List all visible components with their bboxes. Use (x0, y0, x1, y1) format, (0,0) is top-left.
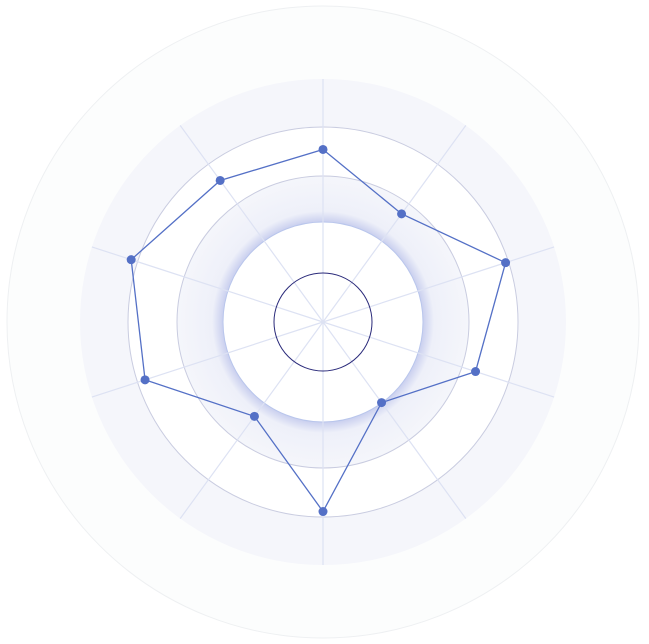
spoke-6 (179, 321, 324, 519)
inner-ring (273, 272, 373, 372)
radar-spokes (91, 79, 555, 565)
data-point-2 (501, 258, 511, 268)
data-point-5 (318, 507, 328, 517)
data-point-0 (318, 144, 328, 154)
spoke-1 (322, 125, 467, 323)
data-point-1 (397, 209, 407, 219)
spoke-9 (179, 125, 324, 323)
spoke-4 (322, 321, 467, 519)
data-point-7 (140, 375, 150, 385)
data-point-8 (126, 255, 136, 265)
data-point-4 (377, 398, 387, 408)
data-point-3 (471, 367, 481, 377)
radar-series (126, 144, 511, 517)
spoke-2 (322, 246, 555, 323)
data-point-6 (249, 411, 259, 421)
data-point-9 (215, 175, 225, 185)
spoke-3 (322, 321, 555, 398)
spoke-7 (91, 321, 324, 398)
